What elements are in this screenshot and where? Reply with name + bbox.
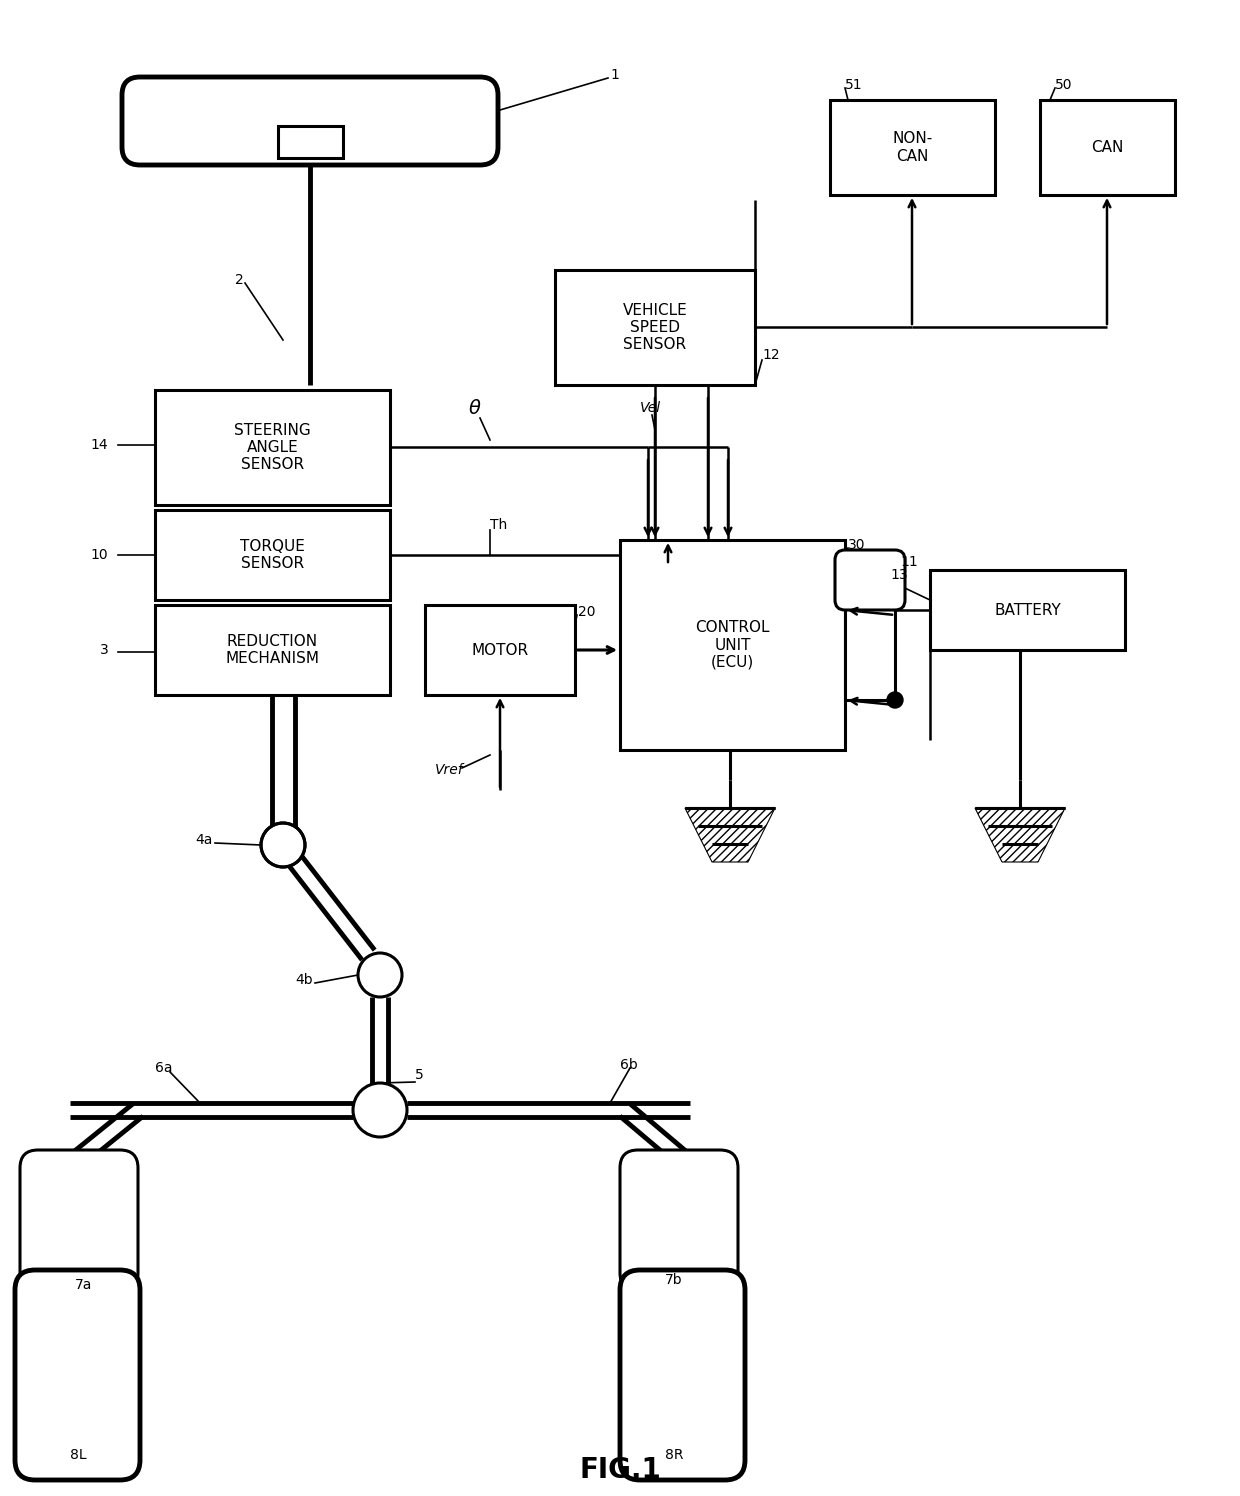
Circle shape [887, 693, 903, 708]
Circle shape [353, 1083, 407, 1137]
Text: REDUCTION
MECHANISM: REDUCTION MECHANISM [226, 634, 320, 666]
Text: CAN: CAN [1091, 141, 1123, 156]
FancyBboxPatch shape [278, 126, 342, 159]
Text: 8L: 8L [69, 1448, 87, 1462]
Text: 10: 10 [91, 548, 108, 562]
Text: Th: Th [490, 518, 507, 533]
Text: 6a: 6a [155, 1061, 172, 1076]
Text: 11: 11 [900, 555, 918, 568]
FancyBboxPatch shape [15, 1270, 140, 1480]
Text: BATTERY: BATTERY [994, 603, 1061, 618]
Text: 4a: 4a [195, 833, 212, 847]
Text: 12: 12 [763, 349, 780, 362]
Text: $\theta$: $\theta$ [469, 398, 482, 417]
Circle shape [358, 953, 402, 996]
Bar [930, 570, 1125, 649]
Text: 7a: 7a [74, 1278, 92, 1293]
Text: 7b: 7b [665, 1273, 683, 1287]
Bar [844, 604, 895, 700]
Text: 2: 2 [236, 272, 244, 287]
Text: VEHICLE
SPEED
SENSOR: VEHICLE SPEED SENSOR [622, 302, 687, 353]
Text: 14: 14 [91, 438, 108, 452]
Text: 3: 3 [100, 643, 109, 657]
Bar [425, 604, 575, 696]
Polygon shape [684, 808, 775, 862]
Text: 50: 50 [1055, 78, 1073, 91]
Text: 30: 30 [848, 539, 866, 552]
FancyBboxPatch shape [20, 1150, 138, 1291]
Bar [155, 604, 391, 696]
FancyBboxPatch shape [835, 551, 905, 610]
Bar [620, 540, 844, 749]
Bar [1040, 100, 1176, 194]
Text: STEERING
ANGLE
SENSOR: STEERING ANGLE SENSOR [234, 422, 311, 473]
Bar [830, 100, 994, 194]
Text: Vref: Vref [435, 763, 464, 776]
Bar [155, 390, 391, 506]
FancyBboxPatch shape [620, 1270, 745, 1480]
Text: FIG.1: FIG.1 [579, 1456, 661, 1484]
Text: 20: 20 [578, 604, 595, 619]
Text: NON-
CAN: NON- CAN [893, 132, 932, 163]
Polygon shape [975, 808, 1065, 862]
Bar [155, 510, 391, 600]
Text: 8R: 8R [665, 1448, 683, 1462]
Text: TORQUE
SENSOR: TORQUE SENSOR [241, 539, 305, 571]
FancyBboxPatch shape [620, 1150, 738, 1291]
Circle shape [260, 823, 305, 868]
Text: 5: 5 [415, 1068, 424, 1082]
FancyBboxPatch shape [122, 76, 498, 165]
Bar [556, 269, 755, 384]
Text: 6b: 6b [620, 1058, 637, 1073]
Text: 51: 51 [844, 78, 863, 91]
Text: 1: 1 [610, 67, 619, 82]
Text: 13: 13 [890, 568, 908, 582]
Text: CONTROL
UNIT
(ECU): CONTROL UNIT (ECU) [696, 621, 770, 670]
Text: 4b: 4b [295, 972, 312, 987]
Text: Vel: Vel [640, 401, 661, 414]
Text: MOTOR: MOTOR [471, 642, 528, 658]
